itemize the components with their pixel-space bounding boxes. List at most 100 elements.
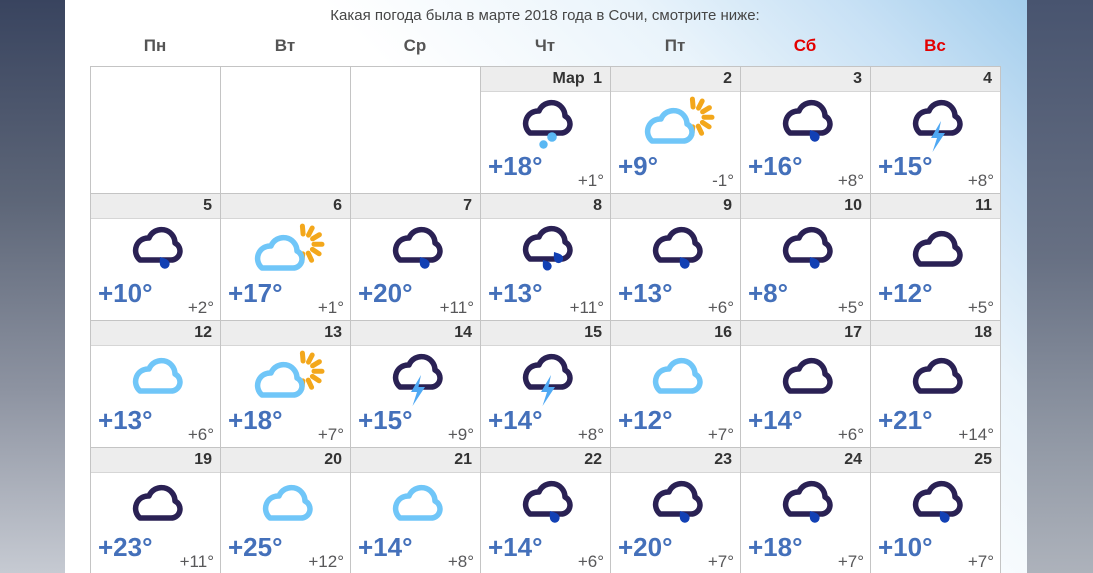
date-label: 13 [221, 321, 350, 346]
cell-body: +25° +12° [221, 473, 350, 573]
day-temperature: +14° [358, 532, 413, 562]
cell-body: +10° +2° [91, 219, 220, 320]
night-temperature: +1° [577, 171, 604, 190]
night-temperature: +5° [837, 298, 864, 317]
cell-body: +12° +5° [871, 219, 1000, 320]
calendar-cell[interactable]: 4 +15° +8° [871, 67, 1001, 194]
day-temperature: +15° [878, 151, 933, 181]
thunderstorm-icon [871, 95, 1000, 155]
date-label: 5 [91, 194, 220, 219]
date-label: 11 [871, 194, 1000, 219]
day-temperature: +13° [98, 405, 153, 435]
cell-body: +9° -1° [611, 92, 740, 193]
date-label: 9 [611, 194, 740, 219]
week-row-0: Мар 1 +18° +1° 2 +9° -1° 3 +16° +8° 4 +1… [91, 67, 1001, 194]
night-temperature: +8° [447, 552, 474, 571]
rain-icon [741, 95, 870, 153]
empty-cell [351, 67, 481, 194]
thunderstorm-icon [351, 349, 480, 409]
cell-body: +16° +8° [741, 92, 870, 193]
cell-body: +14° +8° [481, 346, 610, 447]
day-temperature: +12° [878, 278, 933, 308]
calendar-cell[interactable]: 11 +12° +5° [871, 194, 1001, 321]
weekday-header-3: Чт [534, 36, 556, 55]
rain-icon [741, 476, 870, 534]
rain-icon [611, 476, 740, 534]
date-label: 7 [351, 194, 480, 219]
date-label: 19 [91, 448, 220, 473]
empty-cell [221, 67, 351, 194]
calendar-cell[interactable]: 6 +17° +1° [221, 194, 351, 321]
calendar-cell[interactable]: 24 +18° +7° [741, 448, 871, 573]
night-temperature: +8° [837, 171, 864, 190]
date-label: 18 [871, 321, 1000, 346]
rain-icon [351, 222, 480, 280]
day-temperature: +14° [748, 405, 803, 435]
light-cloud-icon [611, 349, 740, 401]
day-temperature: +18° [228, 405, 283, 435]
day-temperature: +10° [98, 278, 153, 308]
night-temperature: +6° [837, 425, 864, 444]
date-label: 4 [871, 67, 1000, 92]
weekday-header-0: Пн [143, 36, 167, 55]
left-background-strip [0, 0, 65, 573]
date-label: 15 [481, 321, 610, 346]
calendar-cell[interactable]: 5 +10° +2° [91, 194, 221, 321]
night-temperature: -1° [712, 171, 734, 190]
night-temperature: +11° [569, 298, 604, 317]
cell-body: +13° +6° [91, 346, 220, 447]
calendar-cell[interactable]: 3 +16° +8° [741, 67, 871, 194]
calendar-cell[interactable]: 13 +18° +7° [221, 321, 351, 448]
day-temperature: +20° [618, 532, 673, 562]
night-temperature: +7° [707, 425, 734, 444]
light-cloud-icon [91, 349, 220, 401]
cell-body: +21° +14° [871, 346, 1000, 447]
rain-icon [611, 222, 740, 280]
calendar-cell[interactable]: 16 +12° +7° [611, 321, 741, 448]
day-temperature: +8° [748, 278, 789, 308]
calendar-cell[interactable]: 7 +20° +11° [351, 194, 481, 321]
night-temperature: +7° [707, 552, 734, 571]
calendar-cell[interactable]: 12 +13° +6° [91, 321, 221, 448]
cell-body: +10° +7° [871, 473, 1000, 573]
calendar-cell[interactable]: 18 +21° +14° [871, 321, 1001, 448]
date-label: 23 [611, 448, 740, 473]
calendar-cell[interactable]: 9 +13° +6° [611, 194, 741, 321]
cell-body [351, 67, 480, 193]
day-temperature: +13° [488, 278, 543, 308]
night-temperature: +14° [958, 425, 994, 444]
calendar-cell[interactable]: 19 +23° +11° [91, 448, 221, 573]
day-temperature: +14° [488, 532, 543, 562]
night-temperature: +9° [447, 425, 474, 444]
calendar-cell[interactable]: 2 +9° -1° [611, 67, 741, 194]
calendar-cell[interactable]: 17 +14° +6° [741, 321, 871, 448]
cell-body [221, 67, 350, 193]
cell-body: +8° +5° [741, 219, 870, 320]
heavy-rain-icon [481, 222, 610, 282]
date-label: 2 [611, 67, 740, 92]
calendar-cell[interactable]: 22 +14° +6° [481, 448, 611, 573]
date-label: 8 [481, 194, 610, 219]
calendar-cell[interactable]: 20 +25° +12° [221, 448, 351, 573]
day-temperature: +15° [358, 405, 413, 435]
week-row-2: 12 +13° +6° 13 +18° +7° 14 +15° +9° 15 +… [91, 321, 1001, 448]
cloudy-icon [741, 349, 870, 401]
calendar-cell[interactable]: 15 +14° +8° [481, 321, 611, 448]
light-cloud-icon [221, 476, 350, 528]
date-label: 16 [611, 321, 740, 346]
week-row-1: 5 +10° +2° 6 +17° +1° 7 +20° +11° 8 +13°… [91, 194, 1001, 321]
calendar-cell[interactable]: 25 +10° +7° [871, 448, 1001, 573]
calendar-cell[interactable]: Мар 1 +18° +1° [481, 67, 611, 194]
night-temperature: +7° [967, 552, 994, 571]
thunderstorm-icon [481, 349, 610, 409]
light-cloud-icon [351, 476, 480, 528]
cell-body: +20° +11° [351, 219, 480, 320]
day-temperature: +21° [878, 405, 933, 435]
calendar-cell[interactable]: 14 +15° +9° [351, 321, 481, 448]
calendar-cell[interactable]: 21 +14° +8° [351, 448, 481, 573]
calendar-cell[interactable]: 8 +13° +11° [481, 194, 611, 321]
night-temperature: +6° [707, 298, 734, 317]
calendar-cell[interactable]: 23 +20° +7° [611, 448, 741, 573]
calendar-cell[interactable]: 10 +8° +5° [741, 194, 871, 321]
